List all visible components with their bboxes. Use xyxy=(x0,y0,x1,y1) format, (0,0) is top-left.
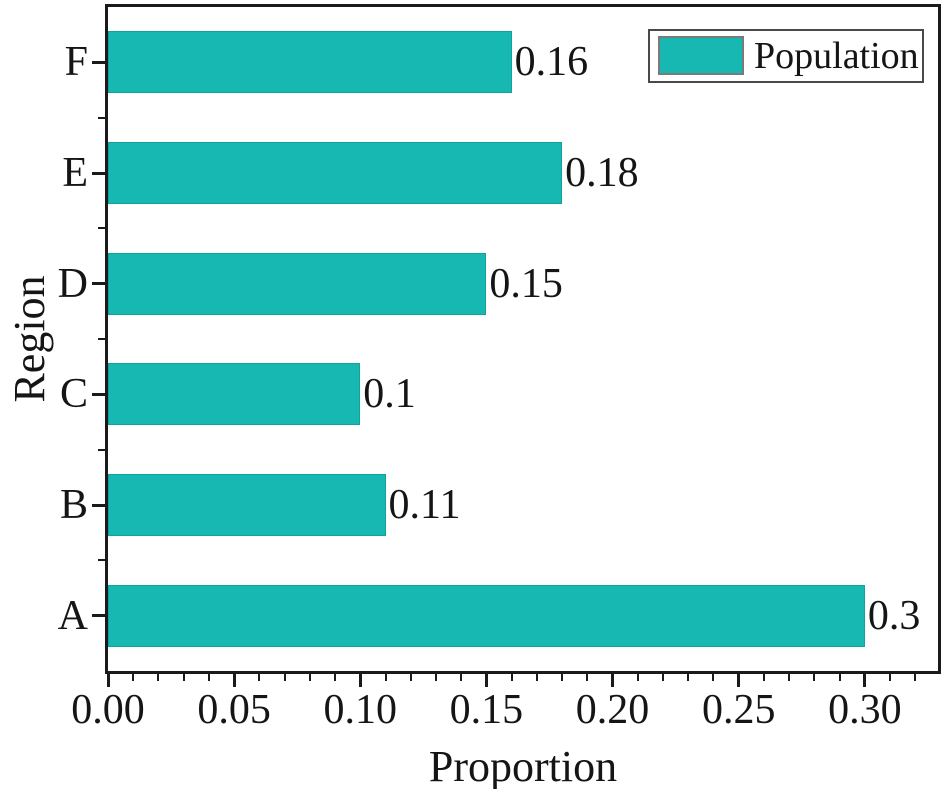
bar-value-A: 0.3 xyxy=(867,592,921,639)
x-tick-label: 0.25 xyxy=(701,687,776,733)
x-minor-tick xyxy=(838,674,841,681)
y-tick-label-F: F xyxy=(64,39,88,86)
x-minor-tick xyxy=(207,674,210,681)
x-minor-tick xyxy=(182,674,185,681)
y-tick-label-B: B xyxy=(59,482,88,528)
bar-F xyxy=(108,31,512,94)
x-minor-tick xyxy=(636,674,639,681)
x-minor-tick xyxy=(788,674,791,681)
x-tick-label: 0.20 xyxy=(575,687,650,733)
y-tick-label-E: E xyxy=(62,150,88,196)
y-minor-tick xyxy=(98,559,105,562)
x-minor-tick xyxy=(334,674,337,681)
x-minor-tick xyxy=(561,674,564,681)
x-minor-tick xyxy=(283,674,286,681)
x-minor-tick xyxy=(258,674,261,681)
bar-B xyxy=(108,474,386,536)
y-major-tick xyxy=(92,171,105,175)
bar-E xyxy=(108,142,563,204)
y-minor-tick xyxy=(98,227,105,230)
x-minor-tick xyxy=(762,674,765,681)
legend-entry-label: Population xyxy=(754,35,919,77)
y-major-tick xyxy=(92,614,105,618)
x-minor-tick xyxy=(132,674,135,681)
x-minor-tick xyxy=(813,674,816,681)
plot-area xyxy=(105,4,941,674)
bar-C xyxy=(108,363,361,426)
x-minor-tick xyxy=(409,674,412,681)
y-minor-tick xyxy=(98,116,105,119)
y-major-tick xyxy=(92,503,105,507)
x-major-tick xyxy=(484,674,488,687)
x-minor-tick xyxy=(460,674,463,681)
x-minor-tick xyxy=(662,674,664,681)
x-major-tick xyxy=(106,674,110,687)
y-major-tick xyxy=(92,282,105,286)
x-minor-tick xyxy=(308,674,311,681)
x-major-tick xyxy=(611,674,615,687)
x-minor-tick xyxy=(914,674,917,681)
y-tick-label-A: A xyxy=(57,592,88,639)
x-tick-label: 0.30 xyxy=(828,687,902,733)
legend: Population xyxy=(648,29,924,83)
x-major-tick xyxy=(863,674,867,687)
bar-value-D: 0.15 xyxy=(489,260,563,307)
x-minor-tick xyxy=(434,674,437,681)
x-minor-tick xyxy=(889,674,892,681)
x-minor-tick xyxy=(712,674,715,681)
bar-value-C: 0.1 xyxy=(363,371,416,418)
x-minor-tick xyxy=(687,674,690,681)
bar-value-F: 0.16 xyxy=(514,39,589,86)
x-tick-label: 0.15 xyxy=(449,687,524,733)
x-minor-tick xyxy=(157,674,160,681)
bar-A xyxy=(108,584,865,647)
x-minor-tick xyxy=(586,674,589,681)
legend-swatch-population xyxy=(658,36,744,75)
x-axis-title: Proportion xyxy=(428,742,618,789)
y-tick-label-C: C xyxy=(59,371,88,418)
y-major-tick xyxy=(92,60,105,64)
x-major-tick xyxy=(358,674,362,687)
bar-value-E: 0.18 xyxy=(565,150,639,196)
x-tick-label: 0.10 xyxy=(323,687,398,733)
y-minor-tick xyxy=(98,448,105,451)
bar-value-B: 0.11 xyxy=(388,482,461,528)
bar-D xyxy=(108,252,487,315)
x-minor-tick xyxy=(510,674,513,681)
x-minor-tick xyxy=(384,674,387,681)
y-minor-tick xyxy=(98,338,105,340)
x-major-tick xyxy=(737,674,741,687)
x-tick-label: 0.05 xyxy=(197,687,271,733)
x-major-tick xyxy=(232,674,236,687)
y-tick-label-D: D xyxy=(57,260,88,307)
y-major-tick xyxy=(92,392,105,396)
x-tick-label: 0.00 xyxy=(71,687,145,733)
x-minor-tick xyxy=(535,674,538,681)
